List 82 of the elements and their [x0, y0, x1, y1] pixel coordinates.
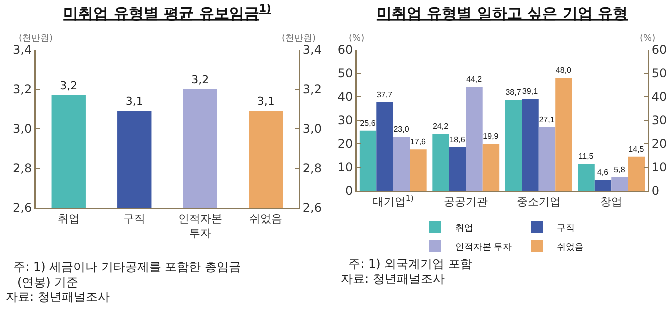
bar: [449, 147, 466, 191]
legend-label: 구직: [557, 223, 576, 234]
y-tick-label: 3,0: [13, 122, 32, 136]
x-tick-label: 인적자본 투자: [178, 212, 222, 240]
data-label: 18,6: [450, 135, 466, 144]
x-tick-label: 대기업$^{1)}$: [372, 194, 414, 209]
y2-tick-label: 3,4: [302, 43, 322, 58]
data-label: 3,1: [126, 95, 144, 108]
bar: [376, 102, 394, 191]
y2-tick-label: 0: [652, 184, 660, 198]
x-tick-label: 쉬었음: [250, 212, 283, 226]
bar: [522, 99, 539, 191]
y-tick-label: 2,8: [13, 162, 32, 176]
chart-title: 미취업 유형별 평균 유보임금$^{1)}$: [64, 3, 272, 22]
text: 자료: 청년패널조사: [341, 272, 445, 286]
data-label: 24,2: [432, 122, 450, 132]
y-tick-label: 50: [338, 66, 354, 81]
data-label: 25,6: [360, 118, 376, 128]
y2-tick-label: 20: [652, 137, 668, 152]
text: 자료: 청년패널조사: [6, 290, 110, 304]
x-tick-label: 구직: [124, 212, 146, 226]
bar: [410, 150, 427, 191]
data-label: 19,9: [483, 132, 500, 142]
data-label: 23,0: [394, 124, 410, 134]
data-label: 27,1: [539, 115, 556, 124]
y-tick-label: 40: [338, 90, 354, 104]
y2-tick-label: 50: [652, 66, 668, 81]
x-tick-label: 중소기업: [516, 196, 561, 209]
y-tick-label: 60: [338, 43, 354, 58]
data-label: 11,5: [578, 152, 594, 161]
chart-title: 미취업 유형별 일하고 싶은 기업 유형: [376, 4, 628, 22]
data-label: 14,5: [628, 144, 645, 154]
bar: [594, 180, 612, 191]
y2-tick-label: 40: [652, 90, 668, 104]
data-label: 44,2: [466, 75, 483, 84]
bar: [505, 100, 522, 191]
data-label: 37,7: [376, 90, 394, 100]
y-axis-title: (천만원): [19, 34, 54, 44]
legend-label: 쉬었음: [557, 242, 584, 252]
y2-axis-title: (천만원): [282, 34, 316, 44]
legend-label: 인적자본 투자: [456, 242, 512, 252]
text: 주: 1) 외국계기업 포함: [341, 257, 472, 271]
bar: [556, 78, 572, 191]
data-label: 3,2: [192, 74, 210, 86]
y-tick-label: 10: [338, 160, 354, 175]
x-tick-label: 공공기관: [444, 196, 488, 209]
bar: [612, 177, 628, 191]
y-tick-label: 20: [338, 137, 354, 152]
bar: [466, 87, 483, 191]
bar: [628, 156, 646, 191]
data-label: 4,6: [597, 168, 610, 178]
data-label: 38,7: [506, 88, 522, 98]
y2-tick-label: 60: [652, 43, 668, 58]
y2-axis-title: (%): [640, 34, 656, 44]
y2-tick-label: 2,6: [302, 201, 322, 216]
data-label: 48,0: [556, 66, 572, 76]
y2-tick-label: 2,8: [302, 162, 322, 176]
data-label: 17,6: [410, 138, 427, 147]
y-tick-label: 0: [345, 184, 354, 198]
data-label: 39,1: [522, 87, 539, 96]
data-label: 5,8: [614, 165, 626, 174]
data-label: 3,2: [60, 79, 78, 92]
bar: [432, 134, 450, 191]
bar: [578, 164, 595, 191]
bar: [393, 136, 410, 191]
legend-label: 취업: [456, 223, 474, 234]
y2-tick-label: 3,2: [302, 82, 322, 97]
x-tick-label: 창업: [600, 196, 623, 209]
y-tick-label: 30: [338, 114, 354, 128]
bar: [360, 130, 377, 191]
x-tick-label: 취업: [58, 212, 80, 226]
y-axis-title: (%): [349, 34, 365, 44]
y-tick-label: 3,2: [13, 82, 32, 97]
text: 주: 1) 세금이나 기타공제를 포함한 총임금 (연봉) 기준: [6, 260, 242, 290]
bar: [538, 127, 556, 191]
data-label: 3,1: [257, 95, 275, 108]
y-tick-label: 2,6: [13, 201, 32, 216]
bar: [482, 144, 500, 191]
y2-tick-label: 10: [652, 160, 668, 175]
y2-tick-label: 3,0: [302, 122, 322, 136]
y2-tick-label: 30: [652, 114, 668, 128]
y-tick-label: 3,4: [13, 43, 32, 58]
